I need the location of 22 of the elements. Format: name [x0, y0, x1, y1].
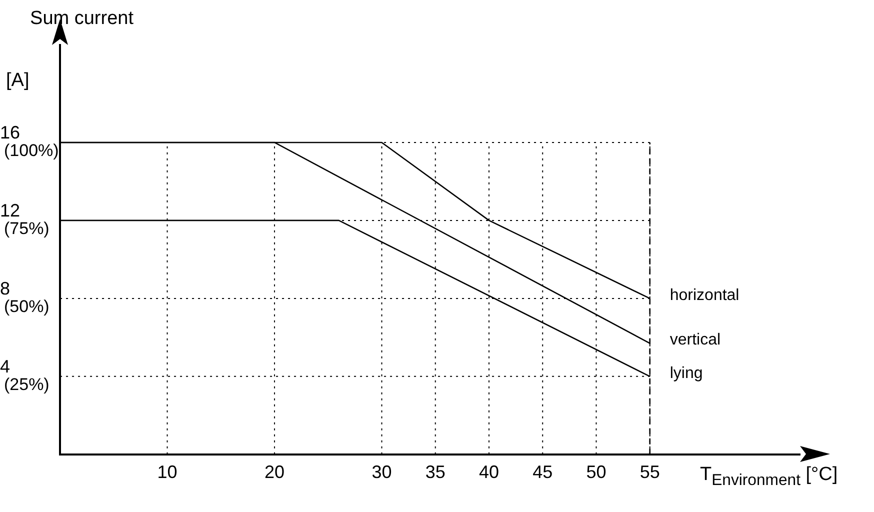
series-label: vertical	[670, 332, 721, 349]
x-tick-label: 35	[425, 462, 446, 482]
series-label: horizontal	[670, 286, 740, 304]
y2-tick-label: (100%)	[4, 141, 59, 160]
x-tick-label: 20	[264, 462, 285, 482]
y2-tick-label: (25%)	[4, 375, 50, 394]
x-axis-title: T$_{Environment}$ [°C]	[700, 464, 838, 490]
y-tick-label: 12	[0, 200, 20, 220]
y2-tick-label: (50%)	[4, 297, 50, 316]
x-tick-label: 30	[372, 462, 392, 482]
y2-tick-label: (75%)	[4, 219, 50, 238]
x-tick-label: 50	[586, 462, 606, 482]
y-tick-label: 16	[0, 122, 20, 142]
y-tick-label: 4	[0, 356, 10, 376]
x-tick-label: 10	[157, 462, 178, 482]
chart-title: Sum current	[30, 8, 134, 30]
series-label: lying	[670, 364, 703, 382]
x-tick-label: 40	[478, 462, 500, 482]
y-axis-title: [A]	[6, 70, 30, 92]
x-tick-label: 45	[532, 462, 553, 482]
x-tick-label: 55	[640, 462, 660, 482]
y-tick-label: 8	[0, 278, 10, 298]
